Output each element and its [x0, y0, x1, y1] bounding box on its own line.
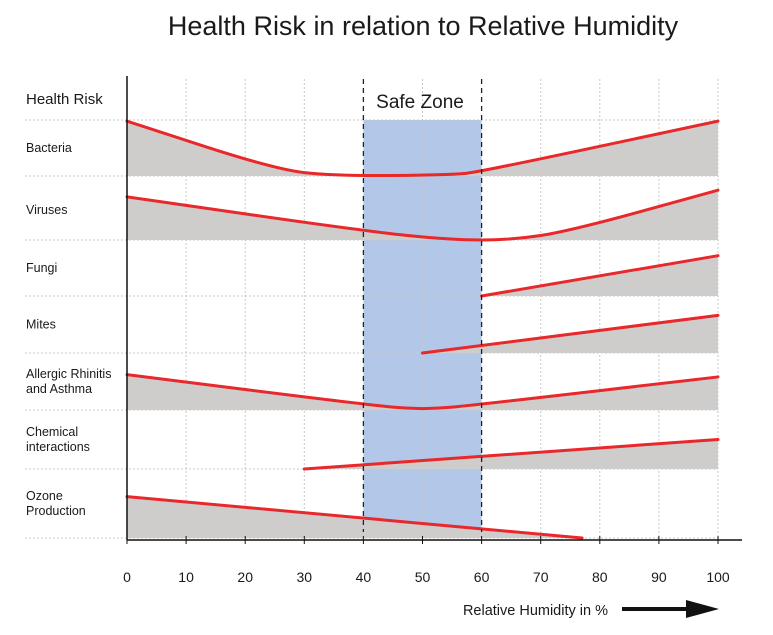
x-tick-label: 30 — [297, 569, 313, 585]
x-axis-label: Relative Humidity in % — [463, 603, 608, 619]
x-tick-label: 0 — [123, 569, 131, 585]
x-tick-label: 70 — [533, 569, 549, 585]
x-tick-label: 100 — [706, 569, 730, 585]
x-tick-label: 80 — [592, 569, 608, 585]
chart-title: Health Risk in relation to Relative Humi… — [168, 11, 679, 41]
arrow-head — [686, 600, 719, 618]
series-line-2 — [480, 254, 720, 298]
series-line-5 — [302, 438, 720, 471]
safe-zone-label: Safe Zone — [376, 92, 464, 113]
row-label: Production — [26, 504, 86, 518]
x-tick-label: 60 — [474, 569, 490, 585]
series-line-0 — [125, 119, 720, 178]
series-line-1 — [125, 188, 720, 242]
series-line-4 — [125, 373, 720, 411]
arrow-right-icon — [622, 600, 719, 618]
series-line-6 — [125, 495, 584, 540]
series-line-3 — [421, 313, 720, 355]
row-label: Allergic Rhinitis — [26, 367, 111, 381]
x-tick-label: 90 — [651, 569, 667, 585]
row-label: Fungi — [26, 261, 57, 275]
x-tick-label: 50 — [415, 569, 431, 585]
x-tick-label: 10 — [178, 569, 194, 585]
series-area-4 — [127, 374, 718, 410]
row-label: interactions — [26, 440, 90, 454]
row-label: Mites — [26, 318, 56, 332]
row-label: Ozone — [26, 489, 63, 503]
row-label: Bacteria — [26, 141, 72, 155]
series-area-1 — [127, 190, 718, 240]
x-tick-label: 40 — [356, 569, 372, 585]
row-label: Viruses — [26, 203, 67, 217]
row-label: and Asthma — [26, 382, 92, 396]
row-label: Chemical — [26, 425, 78, 439]
y-axis-label: Health Risk — [26, 91, 103, 108]
x-tick-label: 20 — [237, 569, 253, 585]
series-area-0 — [127, 121, 718, 176]
